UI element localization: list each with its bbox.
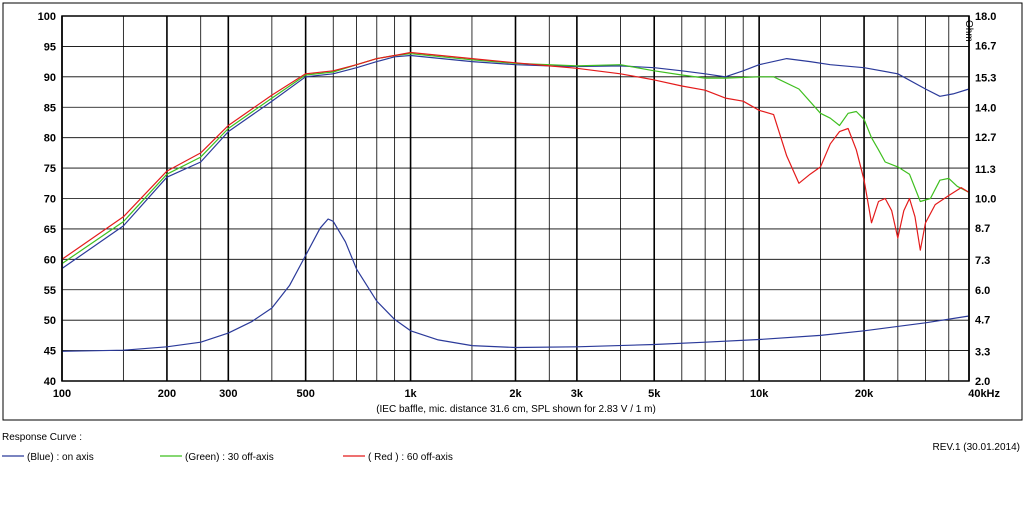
x-tick-label: 300 xyxy=(219,388,237,400)
y2-tick-label: 15.3 xyxy=(975,73,996,85)
revision-label: REV.1 (30.01.2014) xyxy=(933,442,1020,453)
y-tick-label: 40 xyxy=(44,376,56,388)
y-tick-label: 65 xyxy=(44,224,56,236)
y-tick-label: 75 xyxy=(44,163,56,175)
x-tick-label: 200 xyxy=(158,388,176,400)
legend-entry: (Green) : 30 off-axis xyxy=(185,452,274,463)
grid xyxy=(61,15,970,382)
y-tick-label: 95 xyxy=(44,41,56,53)
legend: (Blue) : on axis (Green) : 30 off-axis ( R… xyxy=(2,452,453,463)
outer-frame xyxy=(2,2,1023,421)
y-tick-label: 80 xyxy=(44,133,56,145)
y-tick-label: 90 xyxy=(44,72,56,84)
y-tick-label: 60 xyxy=(44,254,56,266)
x-tick-label: 10k xyxy=(750,388,769,400)
y2-tick-label: 4.7 xyxy=(975,314,990,326)
y-tick-label: 70 xyxy=(44,194,56,206)
x-tick-label: 100 xyxy=(53,388,71,400)
legend-title: Response Curve : xyxy=(2,432,82,443)
y2-tick-label: 12.7 xyxy=(975,132,996,144)
series-line-1 xyxy=(61,53,970,265)
y2-tick-label: 11.3 xyxy=(975,164,996,176)
x-tick-label: 20k xyxy=(855,388,874,400)
x-tick-label: 500 xyxy=(296,388,314,400)
y2-tick-label: 18.0 xyxy=(975,11,996,23)
impedance-line xyxy=(61,218,970,352)
legend-entry: ( Red ) : 60 off-axis xyxy=(368,452,453,463)
chart-note: (IEC baffle, mic. distance 31.6 cm, SPL … xyxy=(376,404,656,415)
y2-tick-label: 8.7 xyxy=(975,223,990,235)
x-tick-label: 40kHz xyxy=(968,388,1000,400)
series-lines xyxy=(61,51,970,352)
x-tick-label: 2k xyxy=(509,388,522,400)
plot-frame xyxy=(61,15,970,382)
y2-tick-label: 10.0 xyxy=(975,194,996,206)
legend-entry: (Blue) : on axis xyxy=(27,452,94,463)
y2-tick-labels: 2.0 3.3 4.7 6.0 7.3 8.7 10.0 11.3 12.7 14.0 15.3 16… xyxy=(975,11,996,388)
y-tick-label: 85 xyxy=(44,102,56,114)
x-tick-label: 5k xyxy=(648,388,661,400)
y-tick-label: 100 xyxy=(38,11,56,23)
y-tick-label: 50 xyxy=(44,315,56,327)
series-line-2 xyxy=(61,51,970,260)
y2-tick-label: 3.3 xyxy=(975,346,990,358)
x-tick-label: 3k xyxy=(571,388,584,400)
x-tick-label: 1k xyxy=(404,388,417,400)
y2-tick-label: 16.7 xyxy=(975,41,996,53)
x-tick-labels: 100 200 300 500 1k 2k 3k 5k 10k 20k 40kHz xyxy=(53,388,1001,400)
y-tick-labels: 40 45 50 55 60 65 70 75 80 85 90 95 100 xyxy=(38,11,56,388)
y2-tick-label: 6.0 xyxy=(975,285,990,297)
series-line-0 xyxy=(61,54,970,269)
y-tick-label: 45 xyxy=(44,346,56,358)
y2-tick-label: 2.0 xyxy=(975,376,990,388)
y2-tick-label: 14.0 xyxy=(975,102,996,114)
y-tick-label: 55 xyxy=(44,285,56,297)
y2-tick-label: 7.3 xyxy=(975,255,990,267)
